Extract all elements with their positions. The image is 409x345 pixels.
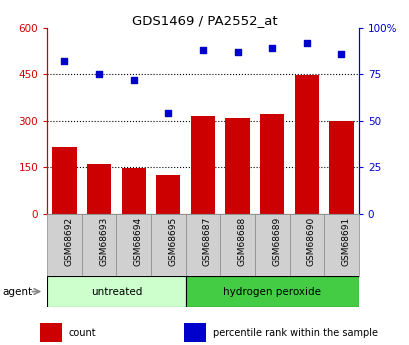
Bar <box>116 214 151 276</box>
Bar <box>121 168 146 214</box>
Text: untreated: untreated <box>90 287 142 296</box>
Bar <box>47 214 81 276</box>
Bar <box>294 75 318 214</box>
Text: GDS1469 / PA2552_at: GDS1469 / PA2552_at <box>132 14 277 27</box>
Bar <box>289 214 324 276</box>
Point <box>130 77 137 82</box>
Bar <box>259 114 283 214</box>
Point <box>234 49 240 55</box>
Text: percentile rank within the sample: percentile rank within the sample <box>213 328 377 338</box>
Bar <box>47 276 185 307</box>
Point <box>303 40 309 45</box>
Bar <box>185 276 358 307</box>
Text: GSM68689: GSM68689 <box>272 217 281 266</box>
Text: count: count <box>69 328 96 338</box>
Point <box>199 47 206 53</box>
Bar <box>40 324 61 342</box>
Bar <box>151 214 185 276</box>
Text: GSM68690: GSM68690 <box>306 217 315 266</box>
Bar <box>225 118 249 214</box>
Text: GSM68693: GSM68693 <box>99 217 108 266</box>
Point <box>337 51 344 57</box>
Point <box>61 58 67 64</box>
Text: GSM68687: GSM68687 <box>202 217 211 266</box>
Point <box>96 71 102 77</box>
Bar <box>220 214 254 276</box>
Point <box>268 45 275 51</box>
Bar <box>52 147 76 214</box>
Text: GSM68695: GSM68695 <box>168 217 177 266</box>
Bar <box>190 116 215 214</box>
Text: GSM68691: GSM68691 <box>341 217 350 266</box>
Bar <box>185 214 220 276</box>
Text: GSM68694: GSM68694 <box>133 217 142 266</box>
Point <box>165 110 171 116</box>
Bar <box>328 121 353 214</box>
Bar <box>81 214 116 276</box>
Text: agent: agent <box>2 287 32 296</box>
Text: GSM68692: GSM68692 <box>64 217 73 266</box>
Text: GSM68688: GSM68688 <box>237 217 246 266</box>
Bar <box>156 175 180 214</box>
Bar <box>324 214 358 276</box>
Bar <box>87 164 111 214</box>
Text: hydrogen peroxide: hydrogen peroxide <box>222 287 320 296</box>
Bar <box>184 324 205 342</box>
Bar <box>254 214 289 276</box>
